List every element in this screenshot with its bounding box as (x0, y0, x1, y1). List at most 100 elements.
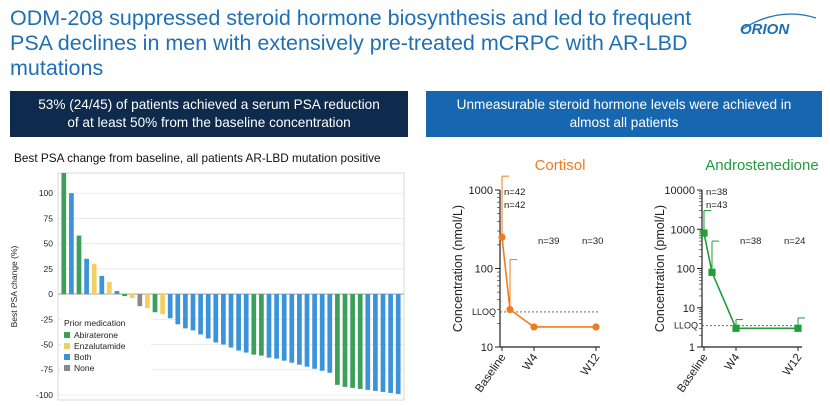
banner-right-line-1: Unmeasurable steroid hormone levels were… (456, 97, 792, 112)
psa-bar (365, 294, 371, 390)
n-label: n=30 (582, 236, 603, 247)
psa-bar (190, 294, 196, 331)
legend-label-both: Both (74, 352, 92, 362)
legend-swatch-abiraterone (64, 332, 70, 338)
data-point (530, 323, 538, 331)
y-axis-label: Concentration (nmol/L) (451, 205, 465, 332)
psa-bar (395, 294, 401, 394)
psa-bar (205, 294, 211, 339)
psa-bar (137, 294, 143, 307)
banner-psa-reduction: 53% (24/45) of patients achieved a serum… (10, 91, 408, 137)
psa-bar (335, 294, 340, 385)
psa-bar (129, 294, 135, 299)
psa-bar (259, 294, 264, 356)
legend-swatch-enzalutamide (64, 343, 70, 349)
y-tick-label: -50 (41, 340, 54, 350)
y-tick-label: 10 (683, 303, 695, 315)
data-point (700, 229, 708, 237)
psa-bar (274, 294, 279, 359)
data-point (732, 324, 740, 332)
x-tick-label: Baseline (675, 352, 710, 395)
psa-bar (107, 281, 112, 295)
x-tick-label: W4 (723, 351, 743, 373)
x-tick-label: Baseline (473, 352, 508, 395)
data-point (708, 268, 716, 276)
psa-bar (183, 294, 188, 329)
psa-bar (228, 294, 234, 348)
n-label: n=39 (538, 236, 559, 247)
data-point (794, 324, 802, 332)
psa-bar (175, 294, 181, 325)
psa-bar (213, 294, 219, 343)
y-tick-label: 1 (689, 342, 695, 354)
page-title-line-2: PSA declines in men with extensively pre… (10, 31, 688, 80)
n-label: n=42 (504, 187, 525, 198)
x-tick-label: W12 (781, 352, 804, 378)
psa-bar (319, 294, 325, 371)
y-axis-label: Best PSA change (%) (9, 245, 19, 327)
psa-bar (251, 294, 257, 355)
psa-bar (373, 294, 378, 391)
n-label: n=43 (706, 200, 727, 211)
y-tick-label: -75 (41, 365, 54, 375)
n-label: n=42 (504, 200, 525, 211)
legend-label-none: None (74, 363, 95, 373)
psa-bar (91, 263, 97, 295)
y-tick-label: -25 (41, 314, 54, 324)
psa-bar (122, 294, 127, 297)
psa-bar (236, 294, 241, 351)
x-tick-label: W4 (521, 351, 541, 373)
psa-bar (388, 294, 393, 393)
y-tick-label: 50 (44, 239, 54, 249)
waterfall-subtitle: Best PSA change from baseline, all patie… (14, 151, 381, 165)
psa-bar (297, 294, 302, 365)
psa-bar (327, 294, 333, 373)
psa-bar (281, 294, 287, 361)
banner-left-line-1: 53% (24/45) of patients achieved a serum… (38, 97, 380, 112)
legend-swatch-none (64, 365, 70, 371)
y-tick-label: 1000 (469, 185, 493, 197)
n-label: n=24 (784, 236, 805, 247)
psa-bar (243, 294, 249, 353)
y-tick-label: 100 (677, 264, 695, 276)
psa-bar (304, 294, 310, 367)
data-point (506, 305, 514, 314)
psa-bar (76, 235, 82, 295)
legend-swatch-both (64, 354, 70, 360)
legend-label-enzalutamide: Enzalutamide (74, 341, 126, 351)
y-tick-label: 10000 (664, 185, 695, 197)
data-point (498, 233, 506, 241)
psa-bar (84, 258, 89, 295)
y-tick-label: 25 (44, 264, 54, 274)
series-line (703, 232, 798, 330)
psa-bar (198, 294, 203, 335)
y-axis-label: Concentration (pmol/L) (653, 205, 667, 332)
banner-left-line-2: of at least 50% from the baseline concen… (67, 115, 351, 130)
psa-bar (266, 294, 272, 358)
orion-logo: ORION (740, 13, 817, 38)
y-tick-label: -100 (36, 390, 53, 400)
psa-bar (160, 294, 165, 315)
psa-bar (69, 193, 74, 295)
psa-bar (114, 291, 120, 295)
psa-bar (342, 294, 348, 387)
chart-title: Cortisol (535, 157, 586, 174)
page-title: ODM-208 suppressed steroid hormone biosy… (10, 6, 730, 81)
n-label: n=38 (706, 187, 727, 198)
psa-bar (289, 294, 295, 363)
psa-bar (145, 294, 150, 309)
banner-hormone-levels: Unmeasurable steroid hormone levels were… (426, 91, 822, 137)
y-tick-label: 75 (44, 213, 54, 223)
psa-bar (357, 294, 363, 389)
psa-bar (221, 294, 226, 345)
psa-bar (167, 294, 173, 319)
series-line (501, 237, 596, 328)
psa-bar (61, 173, 67, 295)
chart-title: Androstenedione (705, 157, 818, 174)
legend-title: Prior medication (64, 318, 126, 328)
psa-bar (350, 294, 355, 388)
psa-bar (152, 294, 158, 313)
x-tick-label: W12 (579, 352, 602, 378)
psa-waterfall-chart: 100 75 50 25 0 -25 -50 -75 -100 Best PSA change (… (9, 172, 405, 401)
n-label: n=38 (740, 236, 761, 247)
